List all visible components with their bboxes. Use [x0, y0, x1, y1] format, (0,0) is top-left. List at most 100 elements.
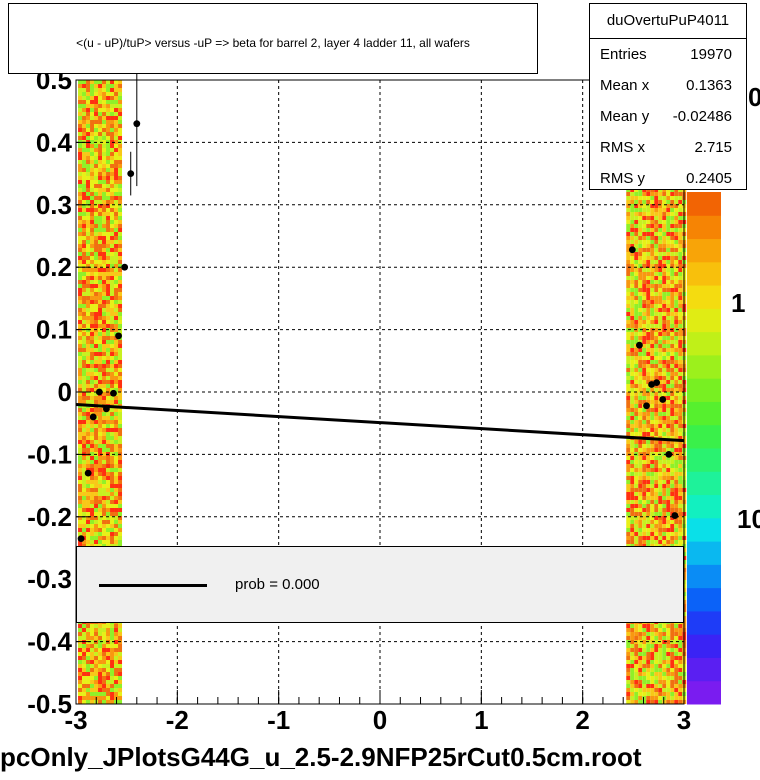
density-cell: [654, 208, 659, 212]
density-cell: [82, 672, 87, 676]
density-cell: [646, 696, 651, 700]
density-cell: [94, 372, 99, 376]
density-cell: [626, 344, 631, 348]
density-cell: [106, 136, 111, 140]
density-cell: [654, 456, 659, 460]
density-cell: [678, 292, 683, 296]
density-cell: [646, 700, 651, 704]
density-cell: [630, 512, 635, 516]
density-cell: [82, 296, 87, 300]
density-cell: [646, 496, 651, 500]
density-cell: [102, 248, 107, 252]
density-cell: [650, 288, 655, 292]
density-cell: [634, 680, 639, 684]
density-cell: [666, 192, 671, 196]
density-cell: [678, 392, 683, 396]
density-cell: [86, 360, 91, 364]
density-cell: [118, 420, 123, 424]
density-cell: [678, 476, 683, 480]
density-cell: [638, 204, 643, 208]
density-cell: [90, 120, 95, 124]
density-cell: [98, 332, 103, 336]
density-cell: [626, 380, 631, 384]
density-cell: [642, 188, 647, 192]
density-cell: [654, 664, 659, 668]
density-cell: [630, 240, 635, 244]
density-cell: [102, 260, 107, 264]
density-cell: [90, 136, 95, 140]
density-cell: [638, 476, 643, 480]
density-cell: [78, 392, 83, 396]
density-cell: [674, 348, 679, 352]
density-cell: [110, 672, 115, 676]
density-cell: [78, 308, 83, 312]
density-cell: [118, 228, 123, 232]
density-cell: [106, 132, 111, 136]
density-cell: [642, 364, 647, 368]
density-cell: [670, 208, 675, 212]
density-cell: [638, 296, 643, 300]
density-cell: [658, 368, 663, 372]
density-cell: [678, 700, 683, 704]
density-cell: [646, 392, 651, 396]
density-cell: [674, 412, 679, 416]
density-cell: [662, 392, 667, 396]
density-cell: [638, 660, 643, 664]
density-cell: [110, 652, 115, 656]
density-cell: [106, 176, 111, 180]
density-cell: [98, 248, 103, 252]
density-cell: [670, 304, 675, 308]
density-cell: [98, 516, 103, 520]
density-cell: [634, 232, 639, 236]
density-cell: [102, 436, 107, 440]
density-cell: [626, 508, 631, 512]
density-cell: [630, 696, 635, 700]
density-cell: [78, 132, 83, 136]
density-cell: [118, 308, 123, 312]
density-cell: [78, 136, 83, 140]
density-cell: [666, 436, 671, 440]
density-cell: [86, 312, 91, 316]
fit-line-group: [75, 402, 685, 443]
density-cell: [654, 308, 659, 312]
density-cell: [666, 244, 671, 248]
density-cell: [94, 676, 99, 680]
density-cell: [626, 488, 631, 492]
density-cell: [670, 260, 675, 264]
stats-name: duOvertuPuP4011: [590, 4, 746, 39]
density-cell: [670, 456, 675, 460]
density-cell: [98, 500, 103, 504]
density-cell: [82, 412, 87, 416]
density-cell: [86, 520, 91, 524]
density-cell: [678, 632, 683, 636]
density-cell: [666, 664, 671, 668]
density-cell: [674, 632, 679, 636]
density-cell: [94, 284, 99, 288]
density-cell: [638, 236, 643, 240]
density-cell: [650, 244, 655, 248]
density-cell: [646, 352, 651, 356]
density-cell: [110, 248, 115, 252]
stats-row-entries: Entries 19970: [590, 39, 746, 70]
density-cell: [646, 268, 651, 272]
density-cell: [114, 308, 119, 312]
density-cell: [82, 696, 87, 700]
density-cell: [630, 660, 635, 664]
density-cell: [102, 696, 107, 700]
density-cell: [642, 192, 647, 196]
density-cell: [106, 164, 111, 168]
density-cell: [650, 332, 655, 336]
data-point: [84, 469, 92, 477]
density-cell: [98, 648, 103, 652]
density-cell: [654, 424, 659, 428]
density-cell: [654, 688, 659, 692]
density-cell: [114, 96, 119, 100]
density-cell: [94, 228, 99, 232]
density-cell: [670, 320, 675, 324]
density-cell: [662, 380, 667, 384]
density-cell: [666, 272, 671, 276]
density-cell: [630, 520, 635, 524]
density-cell: [86, 500, 91, 504]
density-cell: [658, 536, 663, 540]
density-cell: [110, 532, 115, 536]
